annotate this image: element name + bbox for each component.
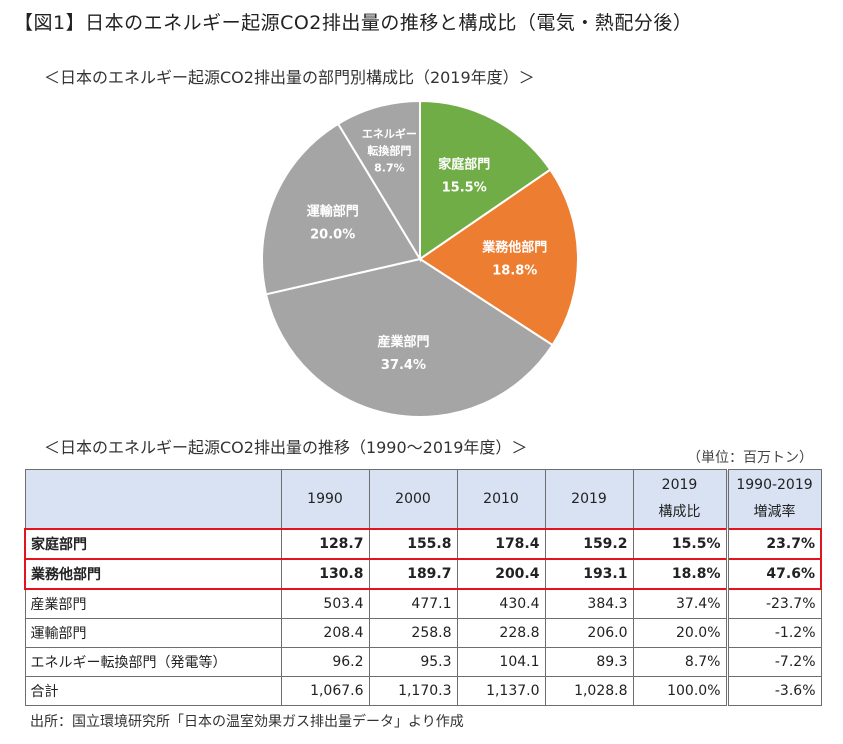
table-cell: 96.2 (280, 647, 370, 677)
table-row: エネルギー転換部門（発電等） 96.2 95.3 104.1 89.3 8.7% -7.2% (24, 647, 822, 677)
pie-slice-label: 業務他部門 (481, 239, 547, 255)
pie-chart-title: ＜日本のエネルギー起源CO2排出量の部門別構成比（2019年度）＞ (44, 68, 535, 87)
table-cell: 477.1 (368, 588, 458, 619)
unit-label: （単位：百万トン） (687, 450, 813, 466)
pie-slice-label: 転換部門 (367, 143, 411, 157)
pie-slice-value-label: 8.7% (374, 161, 405, 174)
table-cell: 384.3 (544, 588, 634, 619)
pie-slice-2 (264, 257, 554, 418)
header-1990: 1990 (280, 469, 370, 530)
row-label: エネルギー転換部門（発電等） (24, 647, 282, 677)
pie-slice-value-label: 15.5% (442, 181, 487, 196)
header-2019: 2019 (544, 469, 634, 530)
table-cell: 47.6% (725, 558, 822, 590)
table-cell: 208.4 (280, 618, 370, 648)
table-cell: 189.7 (368, 558, 458, 590)
header-2010: 2010 (456, 469, 546, 530)
table-cell: 206.0 (544, 618, 634, 648)
table-cell: 18.8% (632, 558, 728, 590)
header-2000: 2000 (368, 469, 458, 530)
table-cell: 104.1 (456, 647, 546, 677)
table-row: 産業部門 503.4 477.1 430.4 384.3 37.4% -23.7% (24, 588, 822, 619)
table-cell: 128.7 (280, 528, 370, 560)
table-header-row: 1990 2000 2010 2019 2019 構成比 1990-2019 増減率 (24, 469, 822, 530)
table-title: ＜日本のエネルギー起源CO2排出量の推移（1990～2019年度）＞ (44, 438, 528, 457)
table-cell: 37.4% (632, 588, 728, 619)
table-cell: 155.8 (368, 528, 458, 560)
table-cell: 200.4 (456, 558, 546, 590)
pie-slice-label: 運輸部門 (307, 204, 359, 220)
table-cell: 1,028.8 (544, 676, 634, 706)
table-cell: 1,067.6 (280, 676, 370, 706)
pie-chart: 家庭部門 15.5% 業務他部門 18.8% 産業部門 37.4% 運輸部門 20.0% エネル… (261, 99, 579, 418)
table-cell: 95.3 (368, 647, 458, 677)
figure-title: 【図1】日本のエネルギー起源CO2排出量の推移と構成比（電気・熱配分後） (14, 12, 693, 34)
table-cell: 159.2 (544, 528, 634, 560)
table-cell: 20.0% (632, 618, 728, 648)
table-cell: -3.6% (725, 676, 822, 706)
header-empty (24, 469, 282, 530)
table-cell: 178.4 (456, 528, 546, 560)
pie-slice-3 (261, 122, 422, 296)
table-cell: -7.2% (725, 647, 822, 677)
row-label: 家庭部門 (24, 528, 282, 560)
table-cell: 8.7% (632, 647, 728, 677)
pie-slice-4 (336, 99, 421, 263)
row-label: 産業部門 (24, 588, 282, 619)
table-cell: -1.2% (725, 618, 822, 648)
table-cell: 23.7% (725, 528, 822, 560)
table-cell: 258.8 (368, 618, 458, 648)
table-row: 業務他部門 130.8 189.7 200.4 193.1 18.8% 47.6% (24, 558, 822, 590)
pie-slice-label: 産業部門 (377, 334, 429, 350)
row-label: 業務他部門 (24, 558, 282, 590)
table-row: 合計 1,067.6 1,170.3 1,137.0 1,028.8 100.0% -3.6… (24, 676, 822, 706)
pie-slice-label: エネルギー (362, 126, 417, 140)
table-cell: 15.5% (632, 528, 728, 560)
row-label: 合計 (24, 676, 282, 706)
emissions-table: 1990 2000 2010 2019 2019 構成比 1990-2019 増減率… (24, 469, 822, 706)
table-row: 運輸部門 208.4 258.8 228.8 206.0 20.0% -1.2% (24, 618, 822, 648)
table-cell: 130.8 (280, 558, 370, 590)
pie-slice-0 (419, 99, 552, 261)
source-note: 出所：国立環境研究所「日本の温室効果ガス排出量データ」より作成 (30, 714, 464, 730)
header-change-rate: 1990-2019 増減率 (725, 469, 822, 530)
table-cell: 503.4 (280, 588, 370, 619)
table-cell: 1,170.3 (368, 676, 458, 706)
table-cell: 430.4 (456, 588, 546, 619)
pie-slice-label: 家庭部門 (438, 157, 490, 173)
pie-slice-value-label: 20.0% (310, 228, 355, 243)
table-cell: 228.8 (456, 618, 546, 648)
table-row: 家庭部門 128.7 155.8 178.4 159.2 15.5% 23.7% (24, 528, 822, 560)
header-2019-share: 2019 構成比 (632, 469, 728, 530)
pie-slice-value-label: 37.4% (381, 358, 426, 373)
table-cell: 1,137.0 (456, 676, 546, 706)
pie-slice-1 (418, 168, 579, 347)
table-cell: 193.1 (544, 558, 634, 590)
table-cell: -23.7% (725, 588, 822, 619)
pie-slice-value-label: 18.8% (492, 263, 537, 278)
row-label: 運輸部門 (24, 618, 282, 648)
table-cell: 100.0% (632, 676, 728, 706)
table-cell: 89.3 (544, 647, 634, 677)
